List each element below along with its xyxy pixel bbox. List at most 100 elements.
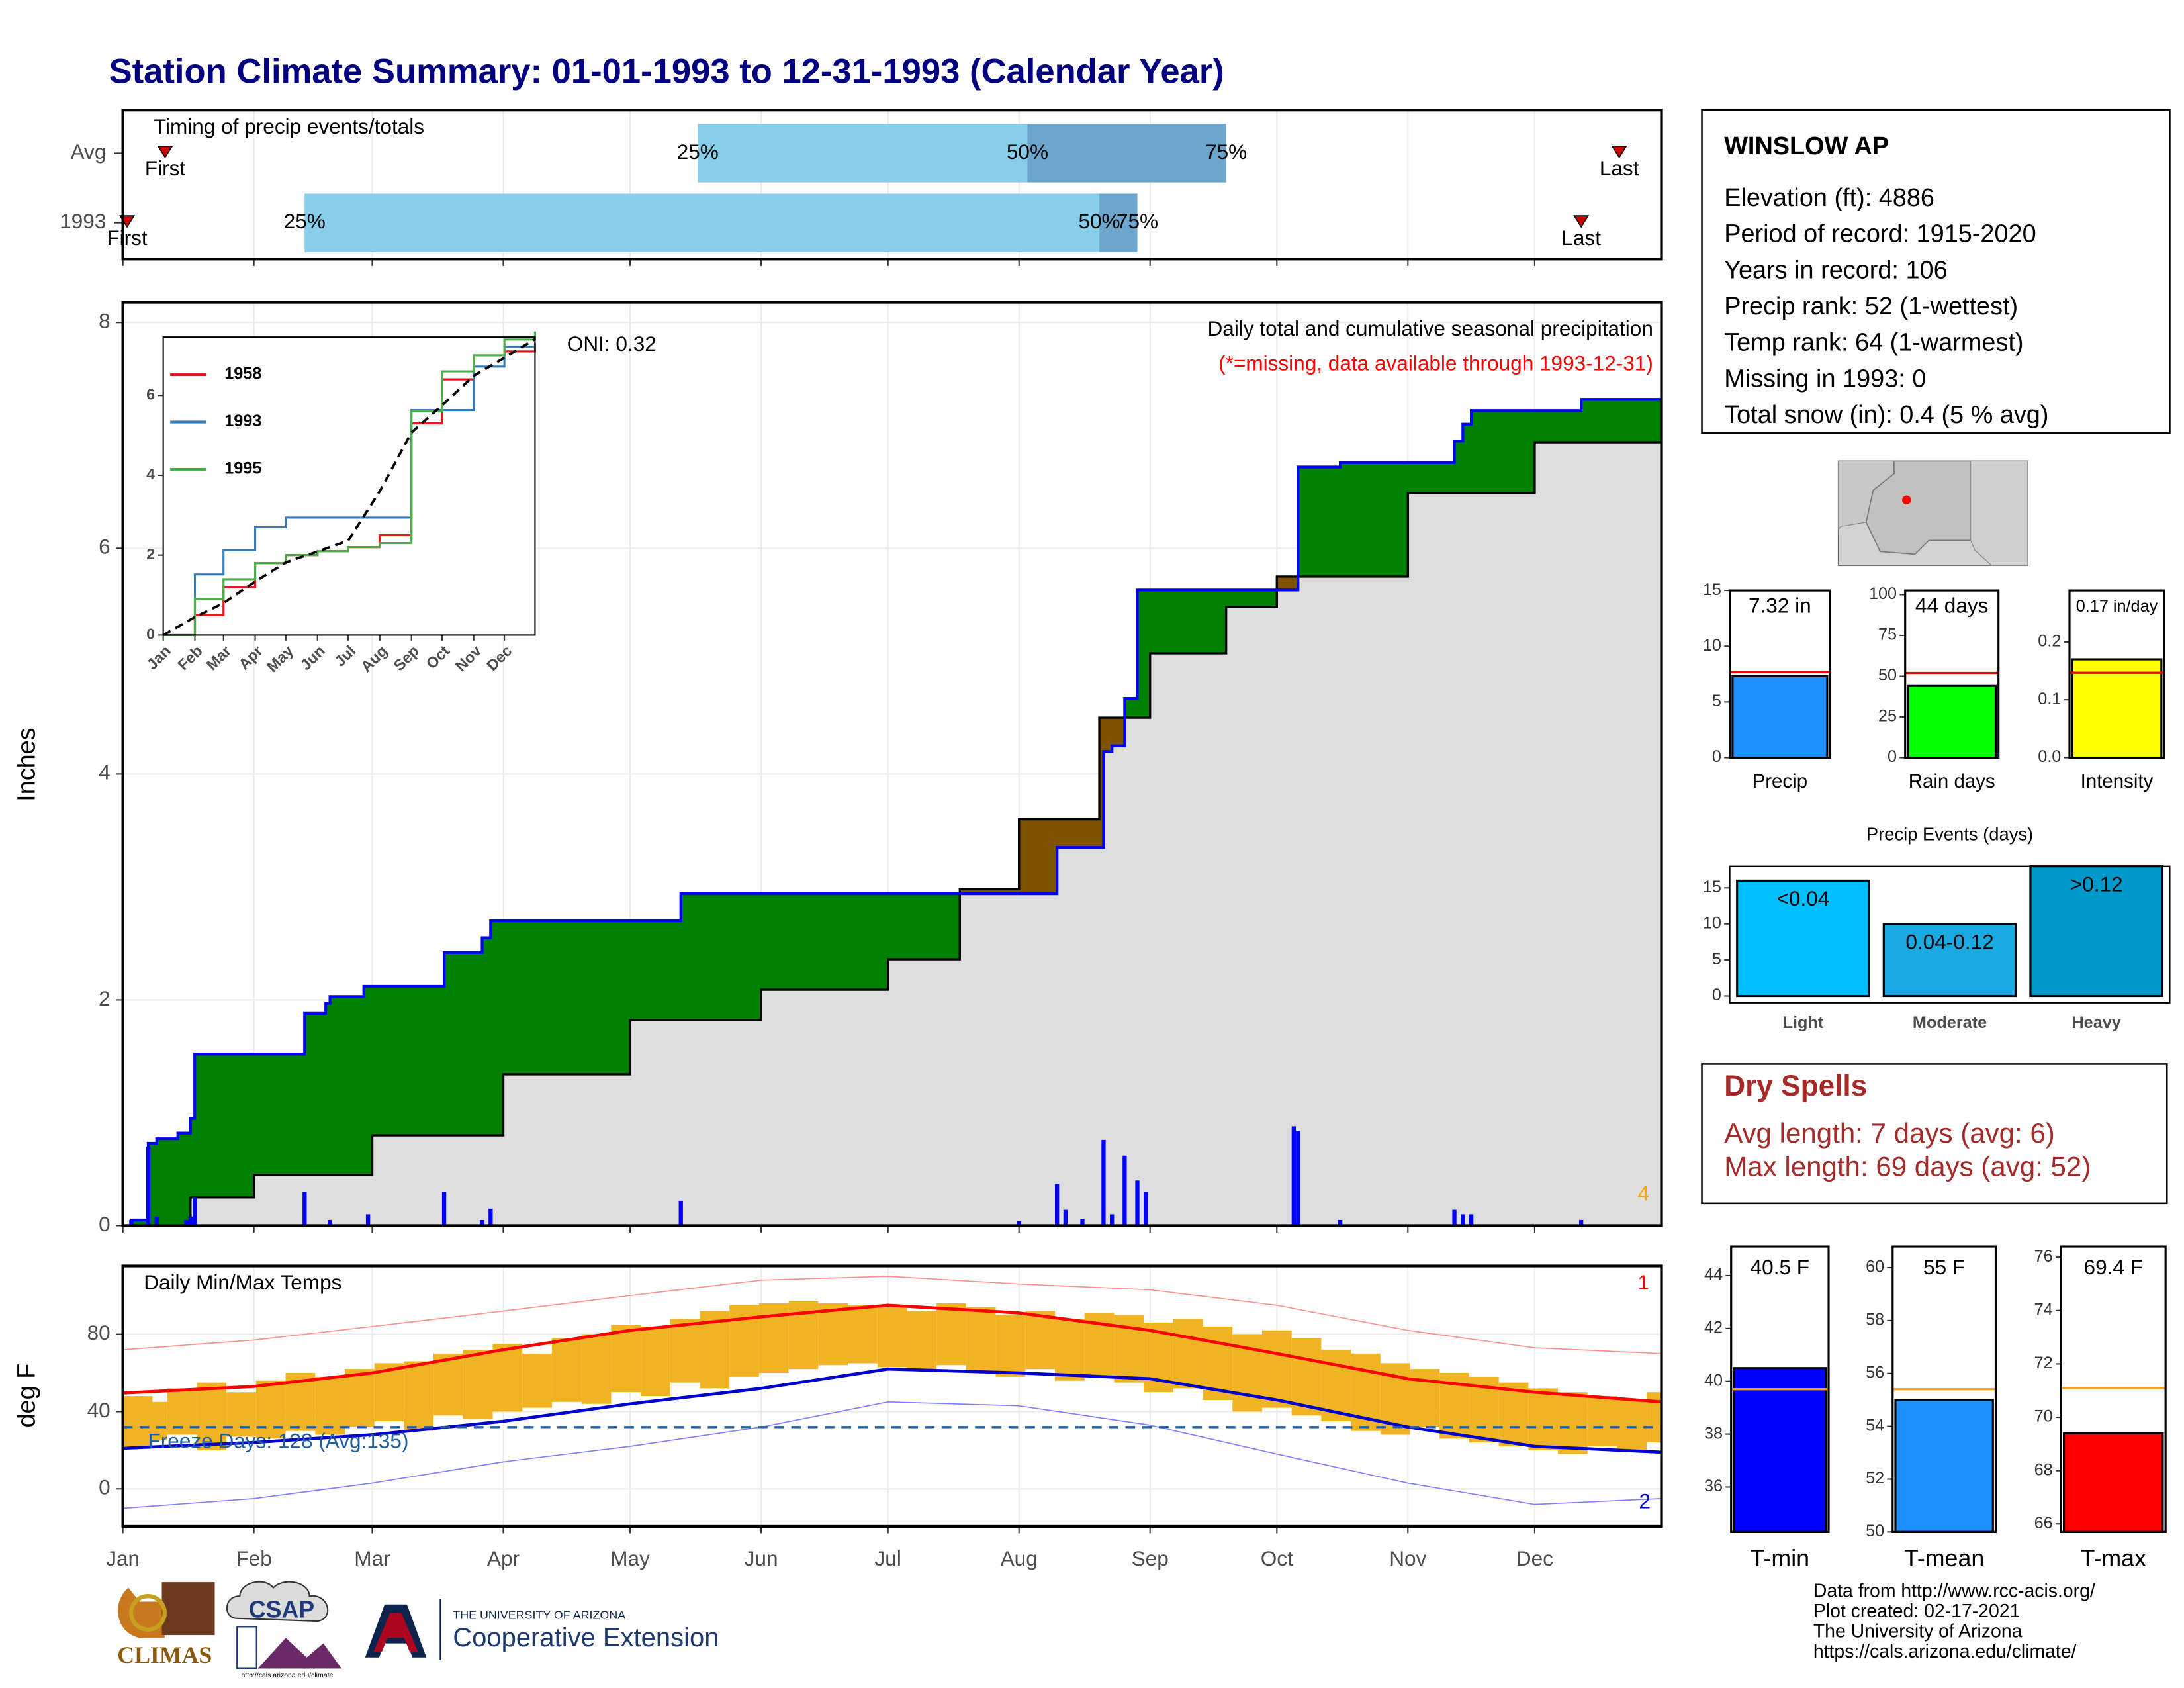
- temp-range-bar: [1528, 1388, 1559, 1450]
- daily-bar: [1101, 1139, 1106, 1226]
- panel-frame: [1904, 589, 2000, 759]
- logo-csap: CSAP http://cals.arizona.edu/climate: [226, 1581, 341, 1679]
- panel-frame: [2068, 589, 2165, 759]
- daily-bar: [1291, 1126, 1297, 1226]
- y-tick-label: 10: [1703, 636, 1721, 655]
- value-label: 69.4 F: [2084, 1255, 2143, 1279]
- x-tick-label: Sep: [1132, 1546, 1169, 1570]
- daily-bar: [1579, 1219, 1584, 1226]
- y-tick-label: 76: [2034, 1247, 2053, 1266]
- quantile-label: 50%: [1078, 209, 1120, 233]
- daily-bar: [1296, 1131, 1300, 1226]
- bar: [1731, 675, 1829, 759]
- x-tick-label: Dec: [1516, 1546, 1553, 1570]
- panel-frame: [2060, 1245, 2167, 1533]
- y-tick-label: 5: [1712, 692, 1721, 710]
- x-tick-label: Aug: [1001, 1546, 1038, 1570]
- daily-bar: [1017, 1221, 1021, 1226]
- temp-range-bar: [1054, 1319, 1085, 1381]
- y-tick-label: 60: [1866, 1258, 1884, 1276]
- footer-line: Plot created: 02-17-2021: [1813, 1601, 2021, 1622]
- temp-range-bar: [907, 1311, 937, 1370]
- value-label: 55 F: [1923, 1255, 1965, 1279]
- temp-range-bar: [226, 1392, 256, 1437]
- y-tick-label: 4: [146, 465, 155, 483]
- csap-url: http://cals.arizona.edu/climate: [241, 1671, 333, 1679]
- category-label: T-min: [1751, 1545, 1809, 1571]
- corner-label: 4: [1637, 1182, 1649, 1205]
- y-tick-label: 0.2: [2038, 632, 2061, 651]
- legend-label: 1993: [224, 412, 261, 430]
- event-label: First: [145, 156, 186, 180]
- quantile-label: 75%: [1205, 140, 1247, 164]
- temp-range-bar: [197, 1382, 227, 1450]
- daily-bar: [302, 1192, 307, 1226]
- daily-bar: [365, 1214, 371, 1226]
- temp-range-bar: [1558, 1392, 1588, 1454]
- footer-line: Data from http://www.rcc-acis.org/: [1813, 1580, 2095, 1601]
- y-tick-label: 0: [1712, 986, 1721, 1004]
- station-line: Total snow (in): 0.4 (5 % avg): [1724, 401, 2048, 429]
- y-tick-label: 6: [146, 385, 155, 402]
- location-map: [1837, 460, 2028, 567]
- daily-bar: [184, 1219, 189, 1226]
- range-bar: [1027, 124, 1226, 183]
- temp-range-bar: [848, 1305, 878, 1364]
- dry-spell-line: Avg length: 7 days (avg: 6): [1724, 1117, 2055, 1149]
- row-label: Avg: [71, 140, 107, 164]
- station-line: Missing in 1993: 0: [1724, 365, 1926, 393]
- logo-ua: THE UNIVERSITY OF ARIZONA Cooperative Ex…: [365, 1599, 719, 1660]
- panel-frame: [162, 336, 536, 636]
- y-tick-label: 75: [1878, 626, 1897, 644]
- y-tick-label: 40: [1704, 1371, 1723, 1389]
- csap-text: CSAP: [249, 1597, 314, 1623]
- chart-title: Precip Events (days): [1866, 824, 2033, 845]
- event-marker: [1573, 215, 1590, 228]
- annotation: Daily total and cumulative seasonal prec…: [1208, 316, 1653, 340]
- bar: [2071, 658, 2163, 759]
- corner-label: 2: [1639, 1489, 1651, 1513]
- x-tick-label: Jan: [106, 1546, 140, 1570]
- event-marker: [157, 146, 173, 159]
- daily-bar: [1110, 1214, 1115, 1226]
- y-tick-label: 70: [2034, 1407, 2053, 1426]
- temp-range-bar: [137, 1401, 167, 1441]
- y-tick-label: 10: [1703, 914, 1721, 932]
- daily-bar: [488, 1208, 493, 1226]
- bar: [1736, 879, 1870, 998]
- panel-frame: [121, 301, 1663, 1227]
- category-label: Intensity: [2081, 771, 2154, 792]
- category-label: Heavy: [2071, 1013, 2120, 1032]
- panel-frame: [1729, 589, 1831, 759]
- category-label: Precip: [1752, 771, 1807, 792]
- daily-bar: [1063, 1209, 1068, 1226]
- y-tick-label: 0: [1888, 747, 1897, 766]
- value-label: 40.5 F: [1751, 1255, 1809, 1279]
- temp-range-bar: [1261, 1330, 1292, 1408]
- daily-bar: [1452, 1209, 1457, 1226]
- y-tick-label: 100: [1869, 585, 1897, 603]
- bar: [2029, 865, 2163, 998]
- temp-range-bar: [404, 1361, 434, 1431]
- y-tick-label: 58: [1866, 1311, 1884, 1329]
- y-tick-label: 68: [2034, 1460, 2053, 1479]
- temp-range-bar: [463, 1349, 493, 1420]
- daily-bar: [1122, 1155, 1127, 1226]
- y-tick-label: 40: [87, 1398, 111, 1422]
- daily-bar: [1135, 1180, 1140, 1226]
- y-tick-label: 15: [1703, 581, 1721, 599]
- annotation: (*=missing, data available through 1993-…: [1218, 352, 1653, 375]
- daily-bar: [441, 1192, 447, 1226]
- y-tick-label: 0: [1712, 747, 1721, 766]
- normal-high-line: [122, 1303, 1662, 1404]
- panel-label: Timing of precip events/totals: [154, 115, 424, 138]
- y-tick-label: 4: [99, 761, 111, 784]
- y-tick-label: 56: [1866, 1363, 1884, 1382]
- temp-range-bar: [255, 1380, 286, 1439]
- daily-bar: [328, 1219, 332, 1226]
- panel-frame: [1730, 1245, 1830, 1533]
- daily-bar: [129, 1219, 134, 1226]
- y-tick-label: 5: [1712, 950, 1721, 968]
- average-line: [122, 389, 1663, 1227]
- normal-low-line: [122, 1367, 1662, 1454]
